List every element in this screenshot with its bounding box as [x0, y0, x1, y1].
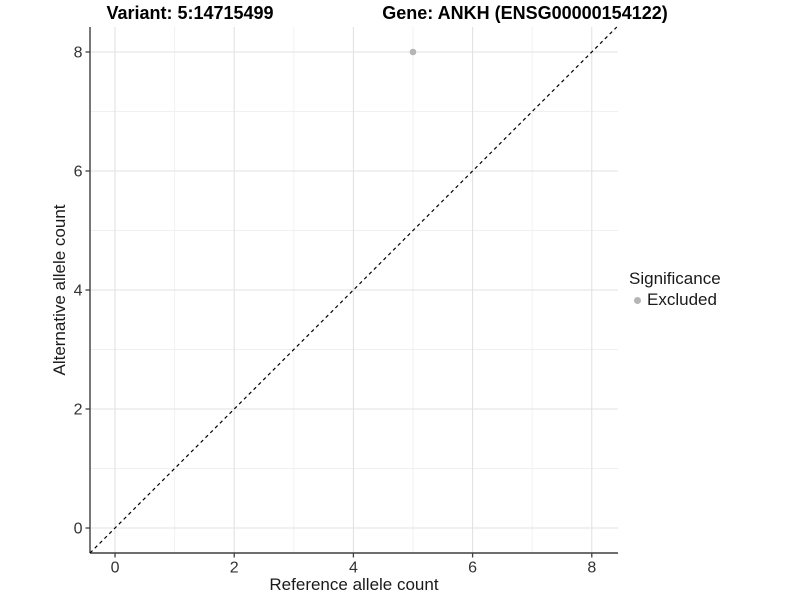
- identity-line: [89, 26, 618, 554]
- x-axis-title: Reference allele count: [269, 575, 439, 594]
- legend-title: Significance: [629, 269, 721, 288]
- excluded-point-icon: [634, 296, 641, 304]
- variant-title: Variant: 5:14715499: [106, 3, 274, 23]
- y-tick-label: 4: [74, 283, 83, 300]
- gene-title: Gene: ANKH (ENSG00000154122): [382, 3, 668, 23]
- y-tick-label: 0: [74, 521, 83, 538]
- y-tick-label: 8: [74, 45, 83, 62]
- x-tick-label: 2: [230, 560, 239, 577]
- data-point: [409, 48, 417, 56]
- y-axis-title: Alternative allele count: [50, 204, 69, 376]
- y-tick-label: 6: [74, 164, 83, 181]
- x-tick-label: 4: [349, 560, 358, 577]
- legend: Significance Excluded: [629, 269, 721, 310]
- legend-item-label: Excluded: [647, 290, 717, 309]
- x-tick-label: 6: [468, 560, 477, 577]
- y-tick-label: 2: [74, 402, 83, 419]
- legend-item-excluded: Excluded: [629, 290, 721, 310]
- x-tick-label: 0: [111, 560, 120, 577]
- x-tick-label: 8: [587, 560, 596, 577]
